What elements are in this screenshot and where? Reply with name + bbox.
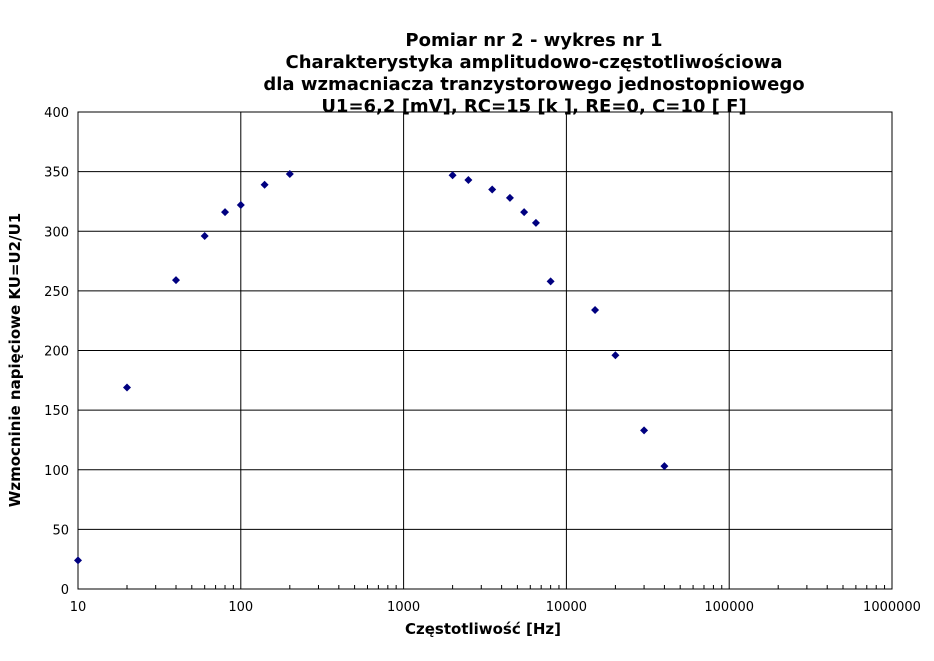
- data-point: [520, 208, 529, 217]
- data-point: [260, 180, 269, 189]
- y-tick-labels: 0 50 100 150 200 250 300 350 400: [44, 106, 69, 598]
- data-point: [74, 556, 82, 565]
- data-point: [640, 426, 649, 435]
- x-axis-label: Częstotliwość [Hz]: [405, 620, 561, 638]
- x-tick-label: 1000000: [863, 600, 921, 615]
- title-line-2: Charakterystyka amplitudowo-częstotliwoś…: [286, 52, 783, 73]
- data-point: [611, 351, 620, 360]
- data-point: [172, 276, 181, 285]
- data-point: [546, 277, 555, 286]
- y-axis-label: Wzmocninie napięciowe KU=U2/U1: [6, 213, 24, 507]
- y-tick-label: 0: [61, 583, 69, 598]
- data-point: [505, 193, 514, 202]
- data-points: [74, 170, 669, 565]
- data-point: [123, 383, 132, 392]
- x-tick-label: 10000: [546, 600, 587, 615]
- chart-title: Pomiar nr 2 - wykres nr 1 Charakterystyk…: [263, 30, 804, 117]
- y-tick-label: 350: [44, 166, 69, 181]
- data-point: [221, 208, 230, 217]
- plot-area-frame: [77, 111, 893, 590]
- data-point: [448, 171, 457, 180]
- data-point: [488, 185, 497, 194]
- x-tick-label: 1000: [387, 600, 420, 615]
- y-tick-label: 300: [44, 225, 69, 240]
- data-point: [531, 218, 540, 227]
- data-point: [464, 175, 473, 184]
- title-line-1: Pomiar nr 2 - wykres nr 1: [405, 30, 662, 51]
- data-point: [285, 170, 294, 179]
- y-tick-label: 150: [44, 404, 69, 419]
- y-tick-label: 400: [44, 106, 69, 121]
- y-tick-label: 100: [44, 464, 69, 479]
- data-point: [236, 201, 245, 210]
- y-tick-label: 250: [44, 285, 69, 300]
- y-tick-label: 200: [44, 345, 69, 360]
- x-tick-label: 100000: [704, 600, 754, 615]
- title-line-3: dla wzmacniacza tranzystorowego jednosto…: [263, 74, 804, 95]
- grid: [77, 111, 893, 590]
- data-point: [200, 232, 209, 241]
- data-point: [591, 305, 600, 314]
- title-line-4: U1=6,2 [mV], RC=15 [k ], RE=0, C=10 [ F]: [321, 96, 746, 117]
- x-minor-ticks: [126, 585, 886, 589]
- y-tick-label: 50: [52, 523, 69, 538]
- x-tick-labels: 10 100 1000 10000 100000 1000000: [70, 600, 921, 615]
- data-point: [660, 462, 669, 471]
- x-tick-label: 100: [228, 600, 253, 615]
- x-tick-label: 10: [70, 600, 87, 615]
